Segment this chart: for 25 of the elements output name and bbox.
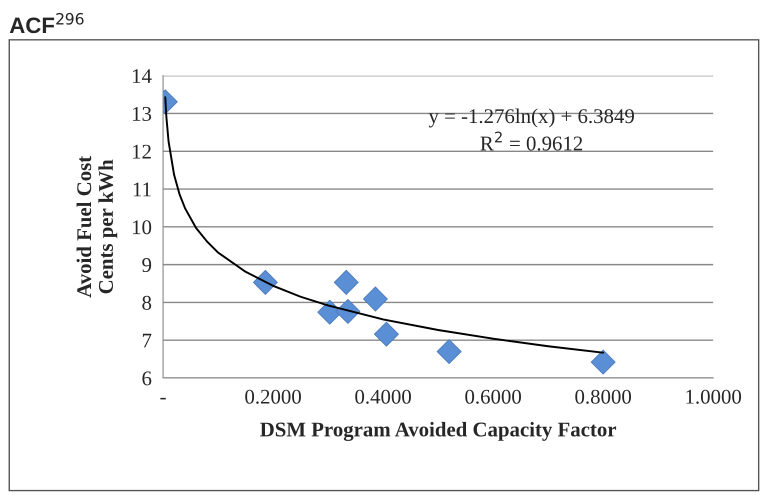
y-tick-label: 6 xyxy=(142,371,152,386)
x-tick-label: 0.8000 xyxy=(575,390,632,404)
y-axis-title: Avoid Fuel Cost Cents per kWh xyxy=(76,156,118,298)
y-tick-label: 10 xyxy=(132,220,152,234)
point xyxy=(374,322,399,347)
y-tick-label: 12 xyxy=(132,144,151,158)
point xyxy=(436,339,462,364)
y-tick-label: 9 xyxy=(142,258,152,272)
x-tick-label: 0.4000 xyxy=(355,390,411,404)
y-tick-label: 8 xyxy=(142,296,152,310)
y-tick-label: 14 xyxy=(132,69,152,83)
y-tick-label: 13 xyxy=(132,106,152,121)
x-tick-label: 1.0000 xyxy=(686,390,742,404)
chart-title: ACF$^{296}$ xyxy=(10,12,84,34)
point xyxy=(590,350,616,375)
x-tick-label: 0.6000 xyxy=(465,390,521,404)
x-tick-label: - xyxy=(160,398,166,400)
point xyxy=(362,286,388,312)
x-axis-title: DSM Program Avoided Capacity Factor xyxy=(260,422,616,441)
point xyxy=(334,270,359,295)
annotation: R$^{2}$ = 0.9612 xyxy=(480,132,582,151)
y-tick-label: 11 xyxy=(134,182,151,196)
x-tick-label: 0.2000 xyxy=(245,390,301,404)
annotation: y = -1.276ln(x) + 6.3849 xyxy=(428,108,634,128)
y-tick-label: 7 xyxy=(142,334,152,348)
